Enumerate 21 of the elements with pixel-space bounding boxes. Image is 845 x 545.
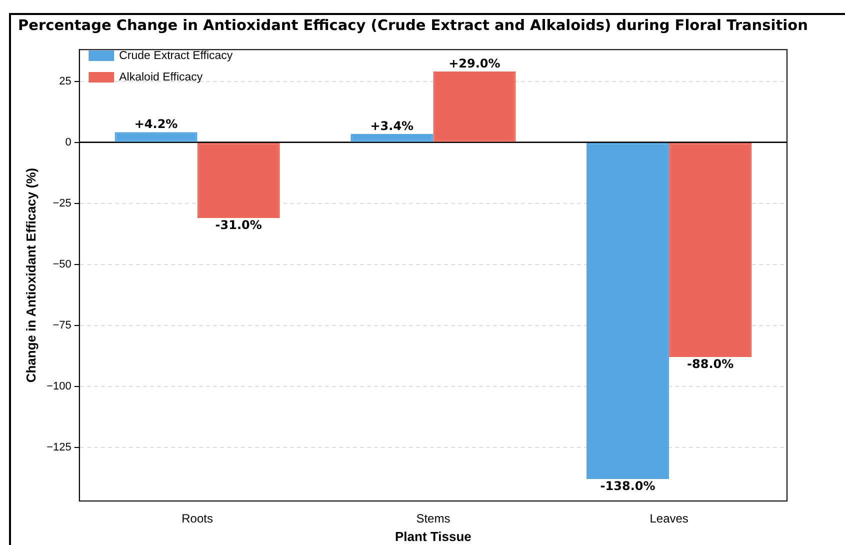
y-tick-label: −125	[46, 441, 72, 454]
x-tick-label: Roots	[182, 512, 213, 526]
y-tick-label: −25	[52, 197, 72, 210]
data-label: +4.2%	[134, 117, 178, 132]
y-tick-label: −50	[52, 258, 72, 270]
x-tick-label: Leaves	[650, 512, 688, 526]
data-label: +29.0%	[448, 56, 500, 71]
y-tick-label: 25	[59, 75, 72, 88]
data-label: -138.0%	[600, 479, 656, 494]
data-label: -88.0%	[687, 357, 734, 372]
legend-label: Crude Extract Efficacy	[119, 50, 233, 62]
y-axis-title: Change in Antioxidant Efficacy (%)	[23, 168, 38, 383]
data-label: -31.0%	[215, 218, 262, 232]
data-label: +3.4%	[370, 119, 414, 134]
legend-label: Alkaloid Efficacy	[119, 71, 203, 84]
x-tick-label: Stems	[416, 512, 450, 526]
y-tick-label: −100	[46, 380, 72, 392]
chart-title: Percentage Change in Antioxidant Efficacy (Crude Extract and Alkaloids) during Floral Transition	[18, 18, 808, 34]
y-tick-label: 0	[65, 136, 72, 148]
y-tick-label: −75	[52, 319, 72, 332]
x-axis-title: Plant Tissue	[395, 528, 472, 544]
